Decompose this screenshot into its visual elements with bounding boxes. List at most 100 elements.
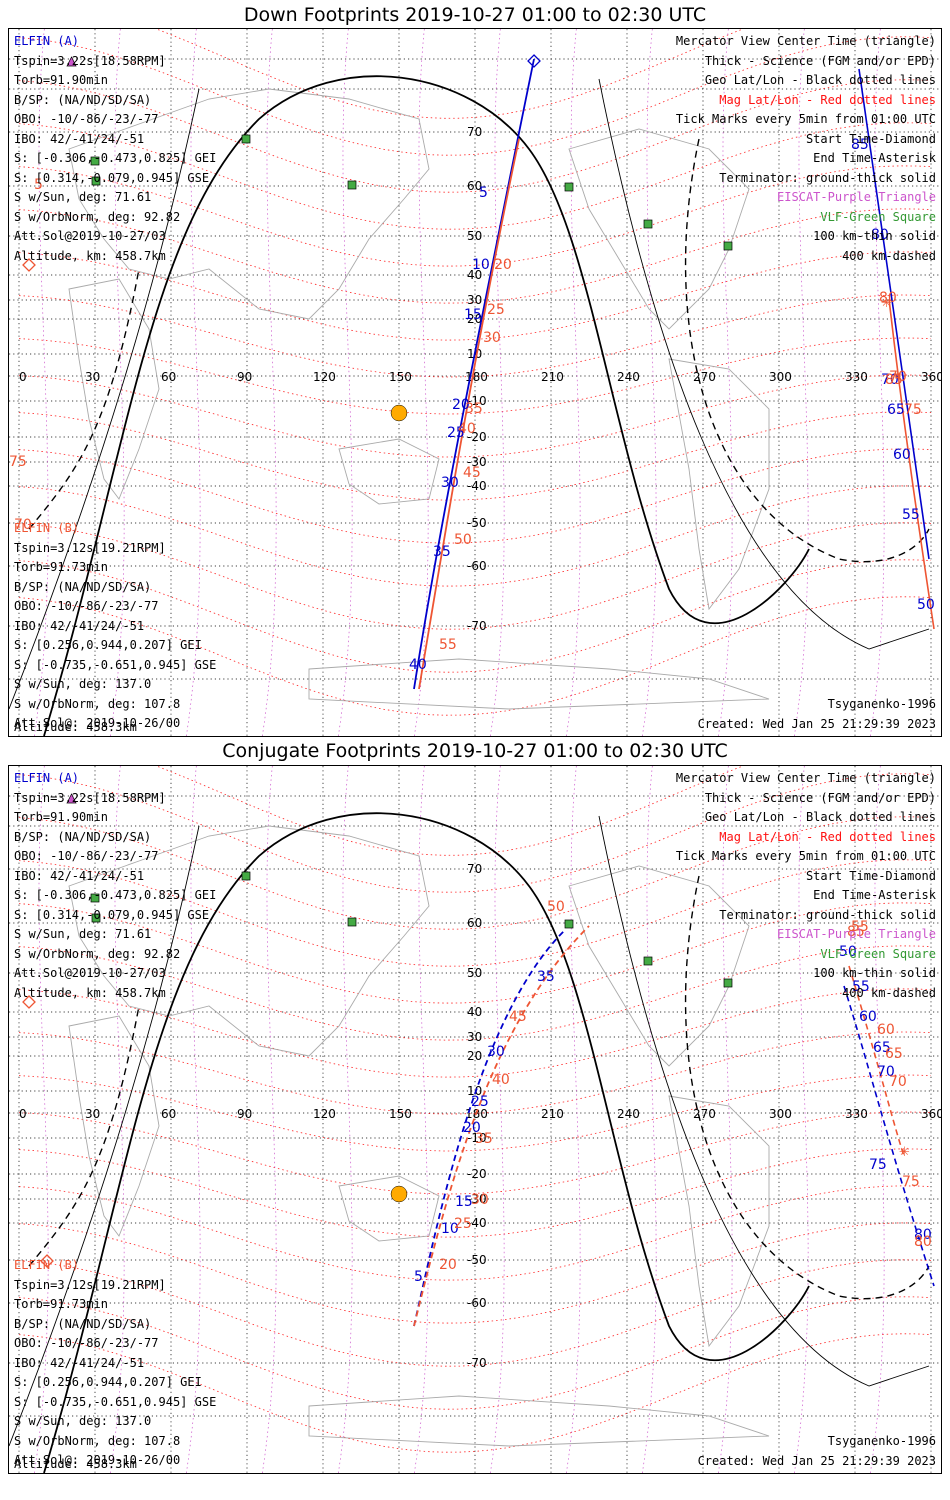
elfin-a-track-label: 10 (472, 257, 490, 273)
elfin-a-track (843, 985, 935, 1287)
elfin-a-track-label: 50 (917, 597, 935, 613)
lat-tick-label: 70 (467, 125, 482, 139)
elfin-a-track-label: 85 (851, 137, 869, 153)
legend-item: Thick - Science (FGM and/or EPD) (704, 790, 936, 805)
elfin-a-track-label: 70 (881, 372, 899, 388)
vlf-square (643, 219, 653, 229)
lon-tick-label: 270 (693, 1107, 716, 1121)
elfin-a-info: ELFIN (A) Tspin=3.22s[18.58RPM] Torb=91.… (14, 32, 216, 266)
continent-outline (568, 865, 750, 1067)
elfin-b-line: Torb=91.73min (14, 1297, 108, 1311)
continent-outline (308, 1395, 770, 1447)
elfin-a-track-label: 40 (409, 657, 427, 673)
elfin-b-track-label: 75 (9, 454, 27, 470)
mag-lon-curve (793, 766, 809, 1473)
elfin-a-track-label: 80 (871, 227, 889, 243)
elfin-a-track (858, 68, 930, 560)
continent-outline (68, 278, 160, 500)
terminator-400km (684, 875, 930, 1300)
elfin-a-line: S: [-0.306,-0.473,0.825] GEI (14, 151, 217, 165)
elfin-a-track-label: 80 (914, 1227, 932, 1243)
elfin-a-track-label: 20 (463, 1120, 481, 1136)
mag-lat-curve (18, 251, 932, 341)
legend-item: 400 km-dashed (842, 248, 936, 263)
elfin-a-track-label: 65 (887, 402, 905, 418)
mag-lon-curve (793, 29, 809, 736)
terminator-400km (28, 268, 140, 530)
model-label: Tsyganenko-1996 (827, 697, 936, 711)
vlf-square (241, 134, 251, 144)
mag-lat-curve (18, 1031, 932, 1115)
mag-lat-curve (18, 337, 932, 415)
elfin-b-altitude: Altitude: 458.3km (14, 1457, 137, 1471)
mag-lat-curve (18, 411, 932, 501)
lon-tick-label: 330 (845, 1107, 868, 1121)
elfin-b-line: B/SP: (NA/ND/SD/SA) (14, 579, 152, 594)
elfin-b-line: S w/OrbNorm, deg: 107.8 (14, 696, 181, 711)
legend-item: EISCAT-Purple Triangle (777, 927, 936, 941)
terminator-400km (684, 138, 930, 563)
elfin-b-line: S w/Sun, deg: 137.0 (14, 1414, 152, 1428)
lon-tick-label: 0 (19, 370, 27, 384)
lat-tick-label: -60 (467, 559, 487, 573)
elfin-b-line: S w/Sun, deg: 137.0 (14, 677, 152, 691)
mag-lon-curve (413, 29, 429, 736)
elfin-b-track-label: 80 (914, 1234, 932, 1250)
elfin-a-track (413, 58, 535, 690)
lat-tick-label: -30 (467, 1192, 487, 1206)
lat-tick-label: 60 (467, 916, 482, 930)
elfin-a-track-label: 55 (902, 507, 920, 523)
legend-item: Terminator: ground-thick solid (719, 170, 936, 185)
mag-lat-curve (18, 165, 932, 267)
elfin-b-track-label: 35 (465, 401, 483, 417)
elfin-a-line: Att.Sol@2019-10-27/03 (14, 966, 166, 980)
elfin-a-line: OBO: -10/-86/-23/-77 (14, 112, 159, 126)
lon-tick-label: 90 (237, 1107, 252, 1121)
legend-item: Start Time-Diamond (805, 868, 936, 883)
mag-lat-curve (18, 122, 932, 230)
lat-tick-label: -40 (467, 1216, 487, 1230)
elfin-b-line: Att.Sol@: 2019-10-26/00 (14, 716, 181, 730)
elfin-a-line: Altitude, km: 458.7km (14, 985, 166, 1000)
mag-lat-curve (18, 1148, 932, 1238)
elfin-a-line: Tspin=3.22s[18.58RPM] (14, 53, 166, 68)
elfin-b-line: Tspin=3.12s[19.21RPM] (14, 540, 166, 555)
elfin-a-name: ELFIN (A) (14, 771, 80, 785)
lon-tick-label: 90 (237, 370, 252, 384)
elfin-b-info: ELFIN (B) Tspin=3.12s[19.21RPM] Torb=91.… (14, 519, 216, 734)
elfin-b-altitude: Altitude: 458.3km (14, 720, 137, 734)
lat-tick-label: -70 (467, 619, 487, 633)
lat-tick-label: 70 (467, 862, 482, 876)
elfin-b-track-label: 5 (34, 177, 43, 193)
elfin-a-track-label: 35 (433, 544, 451, 560)
elfin-b-track-label: 35 (475, 1131, 493, 1147)
lat-tick-label: -30 (467, 455, 487, 469)
elfin-a-line: S: [0.314,-0.079,0.945] GSE (14, 907, 210, 922)
lat-tick-label: 40 (467, 1005, 482, 1019)
mag-lat-curve (18, 1111, 932, 1195)
mag-lat-curve (18, 522, 932, 630)
start-diamond (40, 1254, 54, 1268)
legend-item: Geo Lat/Lon - Black dotted lines (704, 810, 936, 824)
legend-item: End Time-Asterisk (813, 151, 936, 165)
terminator-400km (28, 1005, 140, 1267)
elfin-b-line: Att.Sol@: 2019-10-26/00 (14, 1453, 181, 1467)
mag-lon-curve (185, 29, 201, 736)
legend-item: Thick - Science (FGM and/or EPD) (704, 53, 936, 68)
vlf-square (91, 176, 101, 186)
vlf-square (90, 893, 100, 903)
elfin-a-track-label: 5 (479, 185, 488, 201)
legend-item: 100 km-thin solid (813, 229, 936, 243)
elfin-a-track-label: 60 (893, 447, 911, 463)
elfin-b-track-label: 25 (487, 302, 505, 318)
lat-tick-label: -50 (467, 1253, 487, 1267)
vlf-square (643, 956, 653, 966)
mag-lon-curve (641, 766, 657, 1473)
lon-tick-label: 300 (769, 1107, 792, 1121)
legend-item: Mercator View Center Time (triangle) (675, 771, 936, 785)
elfin-a-line: B/SP: (NA/ND/SD/SA) (14, 829, 152, 844)
elfin-b-track (413, 925, 590, 1327)
elfin-a-track-label: 55 (852, 979, 870, 995)
elfin-a-line: B/SP: (NA/ND/SD/SA) (14, 92, 152, 107)
lon-tick-label: 210 (541, 1107, 564, 1121)
